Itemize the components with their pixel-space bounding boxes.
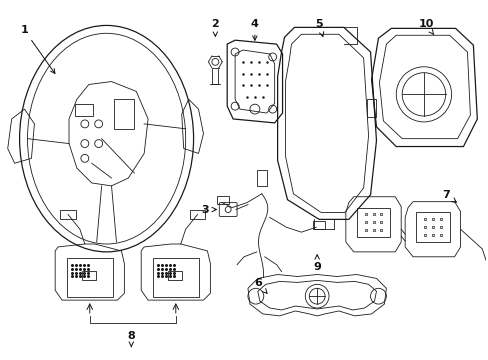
Text: 1: 1 [20,25,55,73]
Text: 9: 9 [313,255,321,272]
Text: 3: 3 [201,204,216,215]
Text: 8: 8 [127,330,135,346]
Text: 4: 4 [250,19,258,40]
Text: 5: 5 [315,19,323,36]
Text: 6: 6 [253,278,266,293]
Text: 10: 10 [417,19,433,35]
Text: 7: 7 [441,190,455,202]
Text: 2: 2 [211,19,219,36]
